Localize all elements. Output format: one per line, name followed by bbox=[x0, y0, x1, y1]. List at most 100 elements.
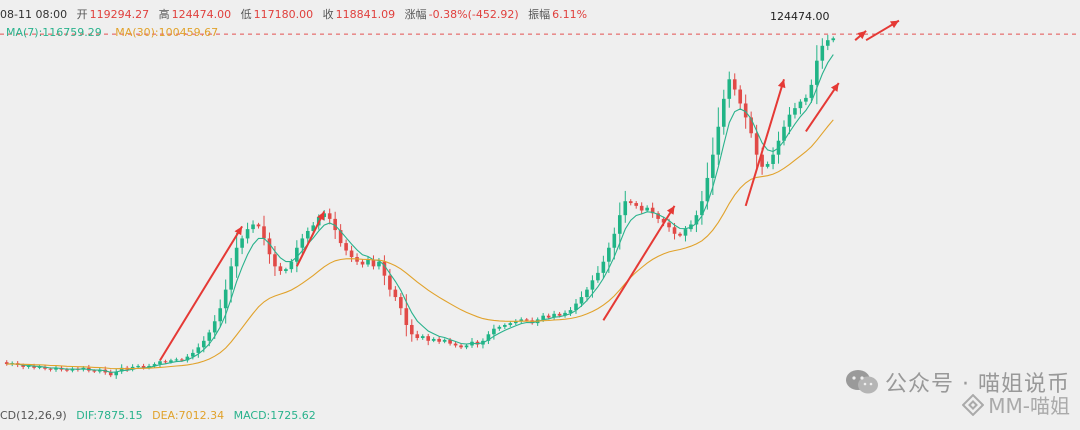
candle-body bbox=[240, 238, 244, 248]
candle-body bbox=[404, 308, 409, 325]
candle-body bbox=[771, 154, 775, 164]
amplitude-value: 6.11% bbox=[552, 8, 588, 21]
candle-body bbox=[541, 315, 545, 320]
candle-body bbox=[607, 247, 611, 262]
candle-body bbox=[185, 356, 190, 361]
dif-value: DIF:7875.15 bbox=[76, 409, 143, 422]
candle-body bbox=[793, 108, 797, 115]
candle-body bbox=[645, 207, 649, 211]
candle-body bbox=[639, 205, 644, 211]
candle-body bbox=[415, 334, 420, 339]
change-value: -0.38%(-452.92) bbox=[428, 8, 519, 21]
trend-arrow-2 bbox=[295, 210, 326, 267]
candle-body bbox=[431, 338, 436, 341]
candle-body bbox=[48, 368, 53, 370]
candle-body bbox=[475, 341, 480, 345]
candle-body bbox=[825, 40, 830, 46]
candle-body bbox=[705, 177, 710, 202]
candle-body bbox=[601, 261, 606, 273]
watermark-sub-text: MM-喵姐 bbox=[988, 394, 1070, 418]
candle-body bbox=[628, 201, 633, 204]
candle-body bbox=[672, 227, 677, 234]
trend-arrows bbox=[159, 19, 900, 361]
candle-body bbox=[437, 338, 441, 342]
ma30-legend: MA(30):100459.67 bbox=[115, 26, 219, 39]
candle-body bbox=[180, 359, 184, 361]
trend-arrow-3-head bbox=[666, 205, 675, 215]
change-label: 涨幅 bbox=[404, 8, 427, 21]
candle-body bbox=[141, 365, 146, 368]
candle-body bbox=[749, 117, 753, 134]
candle-body bbox=[661, 218, 666, 223]
candle-body bbox=[492, 328, 496, 335]
candle-body bbox=[218, 308, 223, 322]
trend-arrow-7-head bbox=[889, 20, 899, 29]
candle-body bbox=[798, 101, 803, 109]
candle-body bbox=[563, 312, 567, 316]
candle-body bbox=[711, 154, 715, 178]
candle-body bbox=[650, 207, 655, 214]
candle-body bbox=[344, 243, 348, 251]
candle-body bbox=[420, 336, 425, 339]
candle-body bbox=[820, 45, 825, 61]
candle-body bbox=[371, 259, 376, 267]
candle-body bbox=[464, 345, 469, 348]
candle-body bbox=[667, 222, 671, 228]
candle-body bbox=[612, 233, 617, 248]
candle-body bbox=[54, 367, 58, 370]
close-value: 118841.09 bbox=[335, 8, 396, 21]
watermark-text: 公众号 · 喵姐说币 bbox=[885, 372, 1070, 397]
candle-body bbox=[727, 79, 732, 99]
candle-body bbox=[338, 230, 343, 244]
candle-body bbox=[448, 339, 452, 344]
trend-arrow-4-head bbox=[777, 79, 786, 89]
candle-body bbox=[694, 215, 699, 225]
candle-body bbox=[108, 372, 113, 376]
candle-body bbox=[97, 369, 102, 372]
trend-arrow-5-head bbox=[830, 83, 839, 92]
open-label: 开 bbox=[76, 8, 88, 21]
candle-body bbox=[289, 261, 294, 270]
candle-body bbox=[552, 313, 556, 318]
candle-body bbox=[322, 213, 327, 218]
watermark-sub: MM-喵姐 bbox=[962, 390, 1070, 419]
candle-body bbox=[503, 324, 507, 327]
candle-body bbox=[174, 359, 179, 361]
candle-body bbox=[459, 345, 463, 348]
candle-body bbox=[804, 97, 808, 102]
candle-body bbox=[617, 215, 622, 234]
trend-arrow-3 bbox=[602, 205, 676, 321]
candles bbox=[4, 34, 836, 379]
candle-body bbox=[163, 361, 168, 363]
candle-body bbox=[4, 362, 9, 365]
candle-body bbox=[557, 313, 562, 316]
candle-body bbox=[732, 79, 737, 90]
candle-body bbox=[212, 321, 217, 333]
candle-body bbox=[37, 366, 42, 368]
trend-arrow-6-head bbox=[857, 30, 867, 40]
high-price-label: 124474.00 bbox=[770, 10, 830, 23]
candle-body bbox=[267, 238, 272, 255]
trend-arrow-1-head bbox=[234, 226, 243, 236]
candle-body bbox=[191, 352, 195, 357]
candle-body bbox=[453, 343, 458, 346]
candle-body bbox=[442, 339, 447, 342]
candle-body bbox=[596, 272, 600, 281]
candle-body bbox=[743, 103, 748, 118]
candle-body bbox=[300, 238, 305, 248]
candle-body bbox=[738, 89, 743, 104]
candle-body bbox=[585, 289, 589, 298]
candle-body bbox=[70, 368, 75, 371]
candle-body bbox=[65, 369, 69, 371]
macd-title: CD(12,26,9) bbox=[0, 409, 67, 422]
low-label: 低 bbox=[240, 8, 252, 21]
candle-body bbox=[349, 250, 354, 258]
candle-body bbox=[377, 261, 381, 267]
candle-body bbox=[360, 261, 365, 265]
amplitude-label: 振幅 bbox=[528, 8, 551, 21]
candle-body bbox=[92, 370, 97, 372]
candle-body bbox=[136, 365, 140, 367]
candle-body bbox=[262, 226, 266, 239]
candle-body bbox=[426, 336, 431, 341]
